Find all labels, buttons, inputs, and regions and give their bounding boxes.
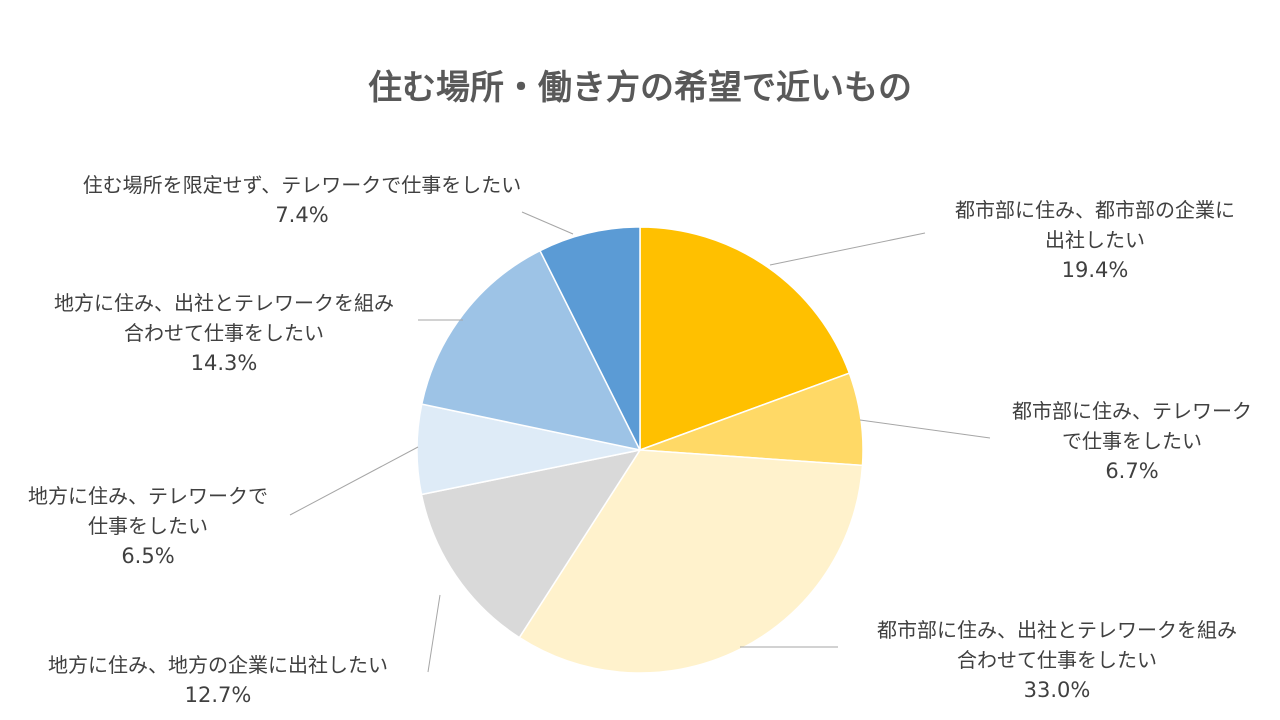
slice-value-label: 6.7% (1105, 459, 1159, 483)
slice-label-text: 合わせて仕事をしたい (957, 648, 1157, 672)
slice-value-label: 12.7% (184, 683, 252, 707)
slice-value-label: 19.4% (1061, 258, 1129, 282)
slice-value-label: 6.5% (121, 544, 175, 568)
leader-line (427, 594, 441, 673)
slice-label: 都市部に住み、都市部の企業に 出社したい 19.4% (835, 195, 1280, 285)
slice-value-label: 14.3% (190, 351, 258, 375)
slice-label-text: で仕事をしたい (1062, 429, 1202, 453)
slice-label-text: 都市部に住み、テレワーク (1012, 399, 1252, 423)
leader-line (859, 419, 991, 439)
slice-label: 地方に住み、地方の企業に出社したい 12.7% (0, 650, 478, 710)
pie-slice (420, 249, 642, 452)
slice-value-label: 7.4% (275, 203, 329, 227)
slice-label-text: 都市部に住み、都市部の企業に (955, 198, 1235, 222)
slice-label-text: 住む場所を限定せず、テレワークで仕事をしたい (82, 173, 522, 197)
slice-label: 都市部に住み、出社とテレワークを組み 合わせて仕事をしたい 33.0% (797, 615, 1280, 705)
slice-label: 住む場所を限定せず、テレワークで仕事をしたい 7.4% (42, 170, 562, 230)
slice-label-text: 仕事をしたい (88, 514, 208, 538)
slice-label: 地方に住み、出社とテレワークを組み 合わせて仕事をしたい 14.3% (0, 288, 484, 378)
slice-label-text: 合わせて仕事をしたい (124, 321, 324, 345)
slice-label-text: 地方に住み、地方の企業に出社したい (48, 653, 388, 677)
leader-line (521, 211, 574, 235)
slice-label-text: 出社したい (1045, 228, 1145, 252)
slice-label-text: 地方に住み、テレワークで (28, 484, 268, 508)
pie-slice (518, 449, 864, 674)
slice-label-text: 地方に住み、出社とテレワークを組み (54, 291, 394, 315)
pie-slice (420, 448, 642, 639)
pie-slice (539, 226, 641, 451)
pie-slice (639, 226, 851, 452)
leader-line (769, 232, 926, 266)
slice-label: 地方に住み、テレワークで 仕事をしたい 6.5% (0, 481, 408, 571)
leader-line (289, 446, 419, 516)
slice-value-label: 33.0% (1023, 678, 1091, 702)
chart-title: 住む場所・働き方の希望で近いもの (368, 68, 912, 108)
slice-label-text: 都市部に住み、出社とテレワークを組み (877, 618, 1237, 642)
slice-label: 都市部に住み、テレワーク で仕事をしたい 6.7% (872, 396, 1280, 486)
